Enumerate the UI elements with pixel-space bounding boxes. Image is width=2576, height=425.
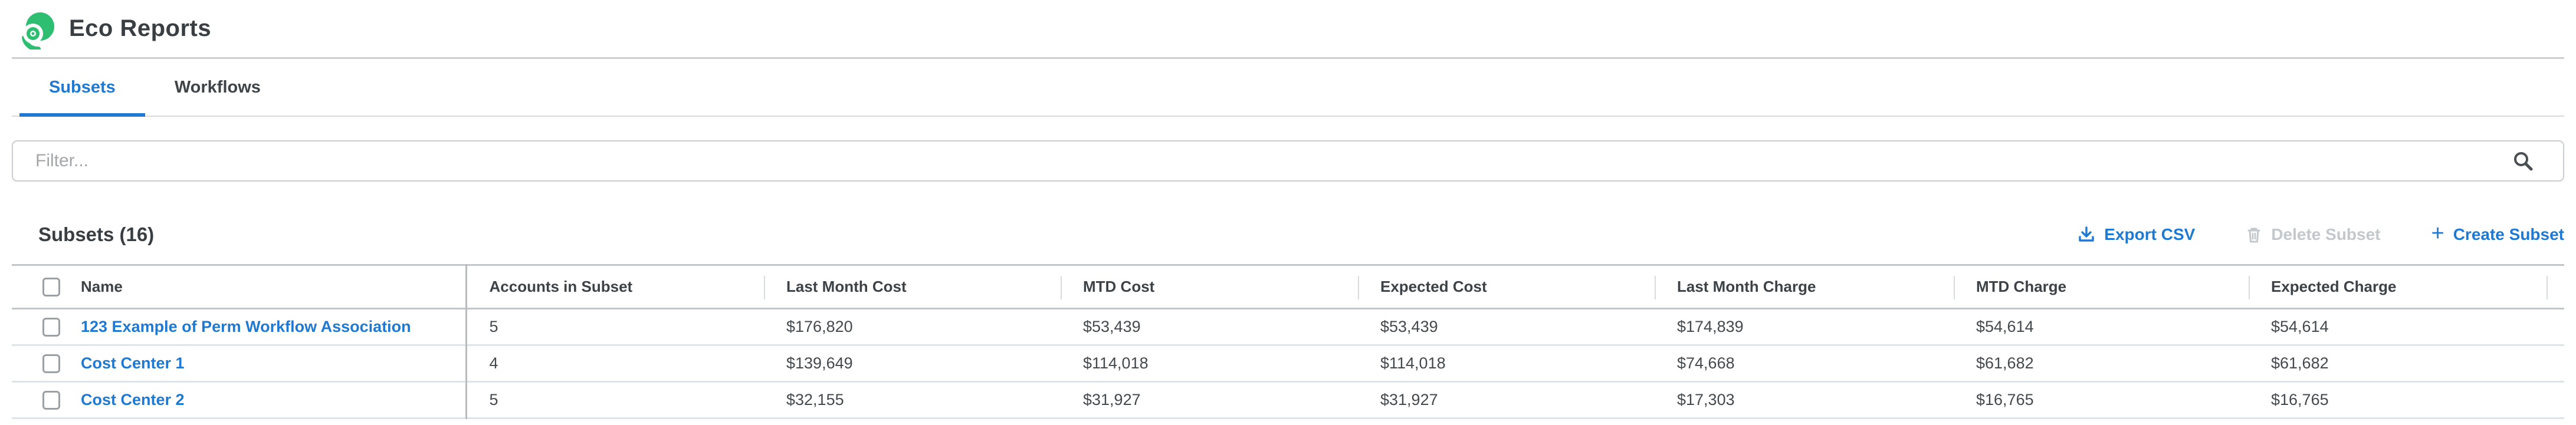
table-header-row: Name Accounts in Subset Last Month Cost … (12, 265, 2564, 309)
page-title: Eco Reports (69, 15, 212, 41)
eco-logo-icon (22, 12, 54, 50)
tab-subsets[interactable]: Subsets (19, 59, 145, 117)
row-checkbox[interactable] (42, 354, 60, 373)
tab-bar: Subsets Workflows (12, 59, 2564, 117)
mtd-cost-cell: $114,018 (1083, 354, 1148, 372)
plus-icon: + (2431, 221, 2444, 246)
mtd-cost-cell: $31,927 (1083, 391, 1141, 408)
last-month-cost-cell: $139,649 (786, 354, 853, 372)
subset-name-link[interactable]: 123 Example of Perm Workflow Association (81, 318, 411, 335)
create-subset-button[interactable]: + Create Subset (2431, 221, 2565, 246)
accounts-in-subset-cell: 5 (489, 391, 498, 408)
column-header-expected-charge[interactable]: Expected Charge (2249, 265, 2547, 309)
column-header-trailing (2547, 265, 2564, 309)
expected-cost-cell: $114,018 (1380, 354, 1446, 372)
mtd-charge-cell: $16,765 (1976, 391, 2034, 408)
table-row[interactable]: Cost Center 2 5 $32,155 $31,927 $31,927 … (12, 381, 2564, 419)
accounts-in-subset-cell: 4 (489, 354, 498, 372)
action-buttons: Export CSV Delete Subset + Create Subset (2078, 221, 2565, 246)
accounts-in-subset-cell: 5 (489, 318, 498, 335)
subset-name-link[interactable]: Cost Center 2 (81, 391, 185, 408)
column-header-mtd-cost[interactable]: MTD Cost (1061, 265, 1358, 309)
download-icon (2079, 226, 2094, 242)
last-month-charge-cell: $174,839 (1677, 318, 1744, 335)
tab-workflows[interactable]: Workflows (174, 77, 261, 97)
expected-cost-cell: $53,439 (1380, 318, 1438, 335)
expected-charge-cell: $16,765 (2271, 391, 2329, 408)
export-csv-button[interactable]: Export CSV (2078, 225, 2195, 244)
delete-subset-label: Delete Subset (2271, 225, 2381, 243)
filter-input[interactable] (12, 140, 2564, 182)
row-checkbox[interactable] (42, 317, 60, 337)
last-month-cost-cell: $176,820 (786, 318, 853, 335)
section-title: Subsets (16) (38, 223, 155, 245)
delete-subset-button[interactable]: Delete Subset (2246, 225, 2381, 244)
section-header: Subsets (16) Export CSV Delete Subset + … (12, 221, 2565, 246)
subset-name-link[interactable]: Cost Center 1 (81, 354, 185, 372)
mtd-charge-cell: $61,682 (1976, 354, 2034, 372)
row-checkbox[interactable] (42, 390, 60, 410)
mtd-charge-cell: $54,614 (1976, 318, 2034, 335)
last-month-cost-cell: $32,155 (786, 391, 844, 408)
column-header-last-month-cost[interactable]: Last Month Cost (764, 265, 1061, 309)
subsets-table: Name Accounts in Subset Last Month Cost … (12, 264, 2564, 419)
column-header-mtd-charge[interactable]: MTD Charge (1954, 265, 2249, 309)
last-month-charge-cell: $74,668 (1677, 354, 1735, 372)
last-month-charge-cell: $17,303 (1677, 391, 1735, 408)
table-row[interactable]: 123 Example of Perm Workflow Association… (12, 308, 2564, 345)
filter-bar (12, 140, 2564, 182)
expected-cost-cell: $31,927 (1380, 391, 1438, 408)
column-header-last-month-charge[interactable]: Last Month Charge (1655, 265, 1954, 309)
expected-charge-cell: $61,682 (2271, 354, 2329, 372)
select-all-checkbox[interactable] (42, 277, 60, 296)
export-csv-label: Export CSV (2104, 225, 2196, 243)
expected-charge-cell: $54,614 (2271, 318, 2329, 335)
column-header-name[interactable]: Name (62, 265, 467, 309)
app-header: Eco Reports (12, 0, 2564, 59)
trash-icon (2247, 228, 2260, 243)
search-icon[interactable] (2512, 150, 2534, 172)
mtd-cost-cell: $53,439 (1083, 318, 1141, 335)
create-subset-label: Create Subset (2453, 225, 2564, 243)
table-row[interactable]: Cost Center 1 4 $139,649 $114,018 $114,0… (12, 345, 2564, 382)
column-header-accounts-in-subset[interactable]: Accounts in Subset (489, 278, 633, 295)
column-header-expected-cost[interactable]: Expected Cost (1358, 265, 1655, 309)
